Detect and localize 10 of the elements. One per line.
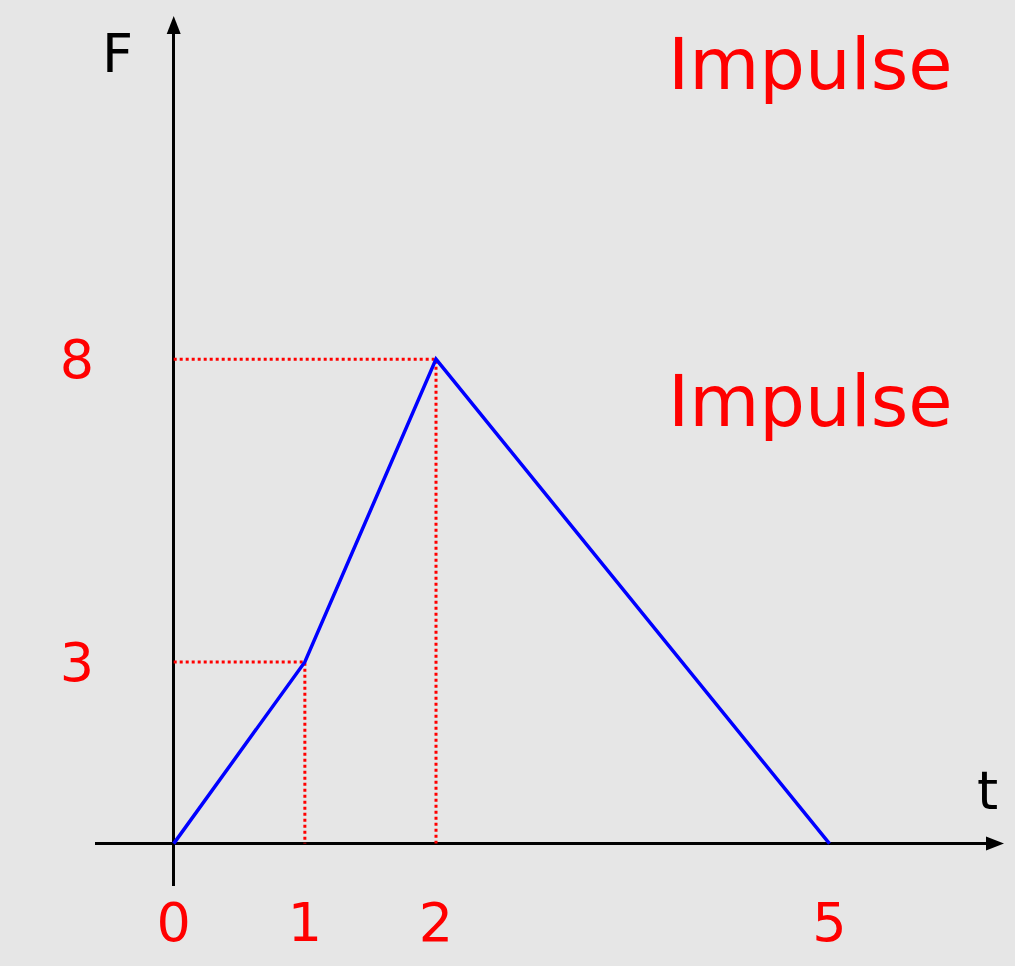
x-tick-label: 2	[418, 891, 454, 954]
y-tick-label: 3	[59, 630, 94, 694]
x-axis-title: t	[977, 759, 999, 822]
x-tick-label: 0	[156, 891, 191, 954]
y-tick-label: 8	[59, 328, 94, 392]
y-axis-title: F	[102, 22, 134, 85]
x-tick-label: 1	[287, 891, 323, 954]
x-tick-label: 5	[812, 891, 847, 954]
annotation: Impulse	[668, 22, 953, 106]
annotation: Impulse	[668, 359, 953, 443]
